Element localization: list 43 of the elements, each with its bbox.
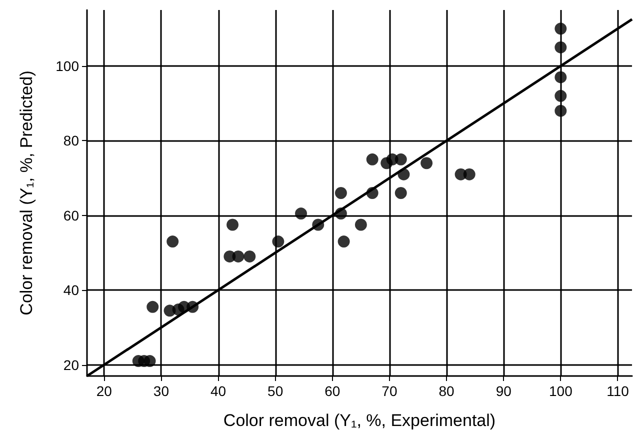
x-tick-label: 60 — [324, 383, 340, 399]
y-tick-label: 20 — [63, 356, 80, 373]
point — [334, 187, 347, 199]
x-tick-label: 70 — [382, 383, 398, 399]
x-tick-label: 40 — [210, 383, 226, 399]
point — [312, 218, 324, 231]
x-tick-label: 30 — [153, 383, 170, 399]
point — [394, 187, 407, 199]
x-tick-label: 110 — [606, 383, 630, 399]
point — [554, 22, 567, 35]
point — [366, 153, 378, 166]
y-tick-label: 40 — [63, 282, 80, 298]
point — [463, 168, 476, 180]
point — [554, 104, 567, 117]
point — [398, 168, 410, 180]
point — [295, 208, 308, 220]
point — [226, 218, 239, 231]
y-tick-label: 60 — [63, 207, 80, 224]
x-tick-label: 20 — [96, 383, 112, 399]
point — [272, 236, 284, 248]
x-tick-label: 50 — [268, 383, 284, 399]
point — [334, 208, 347, 220]
y-tick-label: 80 — [63, 132, 80, 149]
point — [186, 300, 199, 313]
point — [554, 90, 567, 102]
point — [244, 250, 256, 262]
point — [166, 236, 179, 248]
point — [394, 153, 407, 166]
x-tick-label: 100 — [548, 383, 573, 399]
point — [366, 187, 378, 199]
point — [354, 218, 367, 231]
point — [232, 250, 244, 262]
point — [144, 355, 156, 368]
x-tick-label: 80 — [438, 383, 455, 399]
point — [554, 41, 567, 54]
point — [146, 300, 159, 313]
x-axis-title: Color removal (Y₁, %, Experimental) — [223, 411, 496, 430]
y-tick-label: 100 — [56, 58, 80, 74]
point — [420, 157, 433, 170]
x-tick-label: 90 — [496, 383, 512, 399]
point — [554, 71, 567, 84]
y-axis-title: Color removal (Y₁, %, Predicted) — [17, 70, 36, 316]
point — [338, 236, 350, 248]
